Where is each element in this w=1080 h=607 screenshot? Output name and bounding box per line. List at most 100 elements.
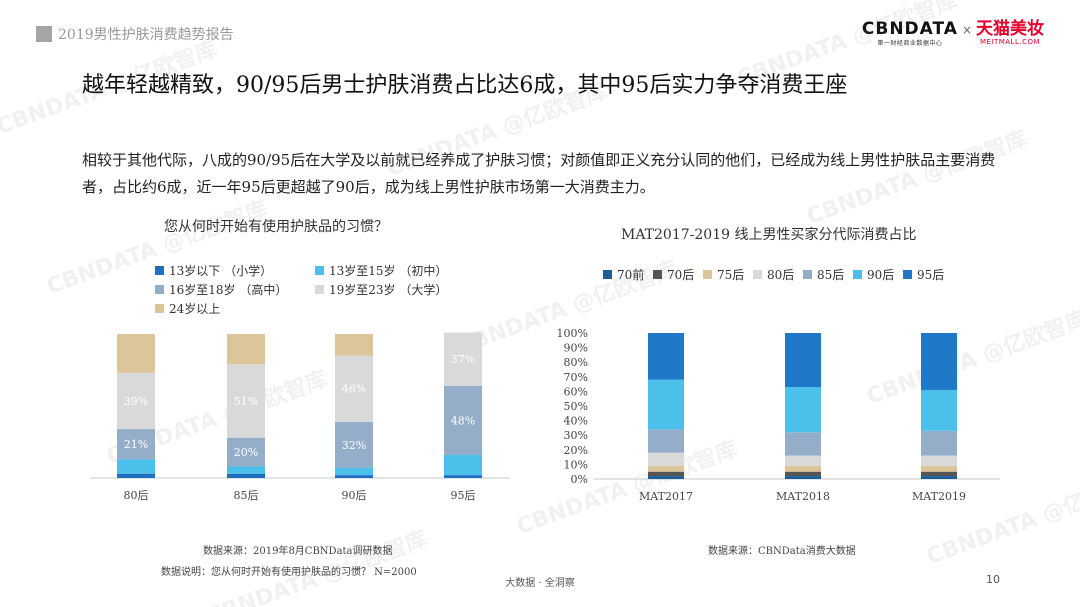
bar-segment: [921, 476, 957, 479]
data-label: 32%: [342, 439, 366, 452]
legend-label: 80后: [767, 268, 795, 282]
bar-segment: [785, 465, 821, 472]
right-chart-legend: 70前 70后 75后 80后 85后 90后 95后: [603, 266, 1003, 282]
data-label: 21%: [124, 438, 148, 451]
logos: CBNDATA 第一财经商业数据中心 × 天猫美妆 MEITMALL.COM: [862, 20, 1044, 47]
legend-item: 13岁至15岁 （初中）: [315, 262, 447, 279]
report-tag-square: [36, 26, 52, 42]
legend-swatch: [903, 270, 912, 279]
legend-item: 70后: [653, 266, 694, 283]
bar-segment: [921, 465, 957, 472]
bar-segment: [921, 430, 957, 456]
cbndata-logo: CBNDATA 第一财经商业数据中心: [862, 20, 958, 47]
tmall-beauty-logo: 天猫美妆 MEITMALL.COM: [976, 20, 1044, 46]
bar-segment: [335, 355, 373, 422]
y-tick-label: 0%: [571, 473, 588, 486]
bar-segment: [785, 333, 821, 388]
tmall-logo-subtext: MEITMALL.COM: [979, 38, 1041, 46]
y-tick-label: 80%: [564, 356, 588, 369]
y-tick-label: 90%: [564, 342, 588, 355]
legend-item: 85后: [803, 266, 844, 283]
tmall-logo-text: 天猫美妆: [976, 19, 1044, 39]
y-tick-label: 20%: [564, 444, 588, 457]
y-tick-label: 50%: [564, 400, 588, 413]
x-tick-label: MAT2017: [639, 490, 693, 503]
logo-separator: ×: [961, 23, 972, 37]
cbndata-logo-subtext: 第一财经商业数据中心: [877, 40, 943, 47]
legend-item: 70前: [603, 266, 644, 283]
legend-item: 90后: [853, 266, 894, 283]
page-number: 10: [986, 573, 1000, 586]
legend-item: 13岁以下 （小学）: [155, 262, 272, 279]
bar-segment: [335, 475, 373, 478]
legend-label: 70后: [667, 268, 695, 282]
data-label: 39%: [124, 395, 148, 408]
legend-swatch: [155, 266, 164, 275]
data-label: 51%: [234, 395, 258, 408]
bar-segment: [444, 385, 482, 455]
bar-segment: [785, 387, 821, 433]
bar-segment: [648, 452, 684, 466]
legend-swatch: [155, 285, 164, 294]
bar-segment: [117, 473, 155, 478]
legend-swatch: [653, 270, 662, 279]
data-label: 48%: [451, 414, 475, 427]
bar-segment: [227, 466, 265, 474]
left-description-note: 数据说明：您从何时开始有使用护肤品的习惯？ N=2000: [161, 567, 417, 578]
legend-item: 80后: [753, 266, 794, 283]
legend-label: 24岁以上: [169, 302, 221, 316]
page-description: 相较于其他代际，八成的90/95后在大学及以前就已经养成了护肤习惯；对颜值即正义…: [82, 151, 996, 196]
bar-segment: [227, 437, 265, 467]
bar-segment: [648, 471, 684, 477]
legend-swatch: [753, 270, 762, 279]
y-tick-label: 40%: [564, 415, 588, 428]
bar-segment: [921, 333, 957, 390]
legend-label: 95后: [917, 268, 945, 282]
bar-segment: [921, 389, 957, 431]
bar-segment: [117, 429, 155, 460]
x-tick-label: MAT2018: [776, 490, 830, 503]
bar-segment: [444, 475, 482, 478]
bar-segment: [921, 455, 957, 466]
legend-item: 75后: [703, 266, 744, 283]
legend-item: 19岁至23岁 （大学）: [315, 281, 447, 298]
legend-label: 85后: [817, 268, 845, 282]
left-stacked-bar-chart: 80后 85后 90后 95后 21% 20% 32% 48% 39% 51% 46% 37%: [90, 332, 510, 502]
legend-label: 13岁以下 （小学）: [169, 264, 273, 278]
legend-swatch: [803, 270, 812, 279]
x-tick-label: MAT2019: [912, 490, 966, 503]
bar-segment: [444, 332, 482, 386]
bar-segment: [335, 421, 373, 468]
bar-segment: [785, 455, 821, 466]
legend-item: 16岁至18岁 （高中）: [155, 281, 287, 298]
legend-swatch: [315, 266, 324, 275]
x-tick-label: 85后: [234, 489, 259, 502]
bar-segment: [648, 476, 684, 479]
left-chart-title: 您从何时开始有使用护肤品的习惯？: [164, 219, 388, 235]
bar-segment: [227, 334, 265, 365]
y-tick-label: 70%: [564, 371, 588, 384]
report-tag: 2019男性护肤消费趋势报告: [36, 24, 234, 44]
legend-label: 75后: [717, 268, 745, 282]
bar-segment: [648, 379, 684, 430]
bar-segment: [227, 364, 265, 438]
bar-segment: [785, 476, 821, 479]
bar-segment: [648, 429, 684, 453]
legend-swatch: [703, 270, 712, 279]
legend-label: 70前: [617, 268, 645, 282]
footer-tagline: 大数据 · 全洞察: [505, 578, 575, 589]
report-tag-text: 2019男性护肤消费趋势报告: [58, 27, 234, 43]
left-source-note: 数据来源：2019年8月CBNData调研数据: [203, 546, 393, 557]
right-chart-title: MAT2017-2019 线上男性买家分代际消费占比: [621, 227, 917, 243]
bar-segment: [117, 334, 155, 373]
bar-segment: [444, 454, 482, 476]
data-label: 46%: [342, 383, 366, 396]
legend-swatch: [853, 270, 862, 279]
y-tick-label: 60%: [564, 385, 588, 398]
y-tick-label: 100%: [557, 327, 588, 340]
bar-segment: [335, 334, 373, 356]
legend-label: 90后: [867, 268, 895, 282]
legend-item: 95后: [903, 266, 944, 283]
bar-segment: [335, 467, 373, 476]
bar-segment: [648, 333, 684, 380]
